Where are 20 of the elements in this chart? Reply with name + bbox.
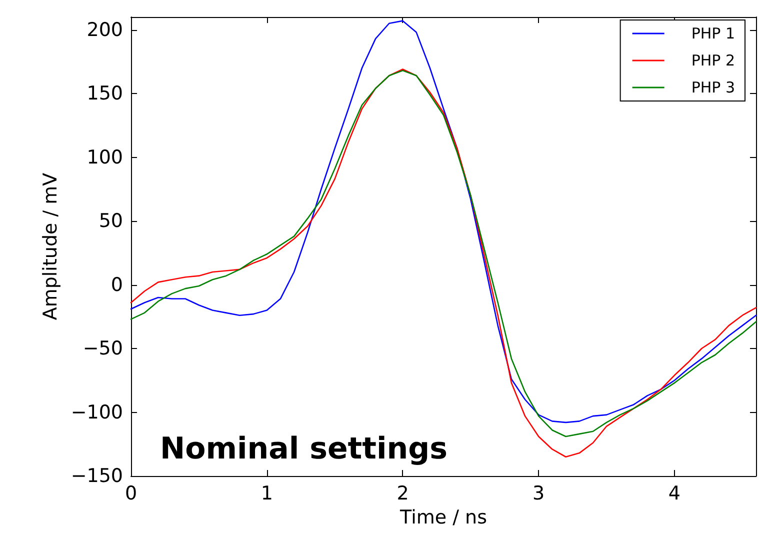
- legend-label: PHP 2: [691, 52, 736, 70]
- y-tick-label: 100: [86, 146, 123, 168]
- y-tick-label: 50: [98, 210, 123, 232]
- y-tick-label: −50: [82, 338, 123, 360]
- x-tick-label: 0: [124, 482, 138, 504]
- y-tick-label: 200: [86, 18, 123, 41]
- x-tick-label: 1: [260, 482, 273, 504]
- legend-label: PHP 1: [691, 24, 736, 42]
- y-tick-label: −150: [70, 465, 123, 487]
- annotation: Nominal settings: [160, 432, 448, 466]
- y-tick-label: 0: [110, 274, 123, 296]
- y-tick-label: −100: [70, 401, 123, 424]
- x-tick-label: 3: [532, 482, 545, 504]
- y-tick-label: 150: [86, 82, 123, 104]
- x-tick-label: 2: [396, 482, 409, 504]
- y-axis-title: Amplitude / mV: [39, 172, 62, 320]
- line-series: [130, 20, 757, 424]
- x-tick-label: 4: [668, 482, 681, 504]
- x-axis-title: Time / ns: [399, 506, 487, 528]
- legend-label: PHP 3: [691, 78, 736, 96]
